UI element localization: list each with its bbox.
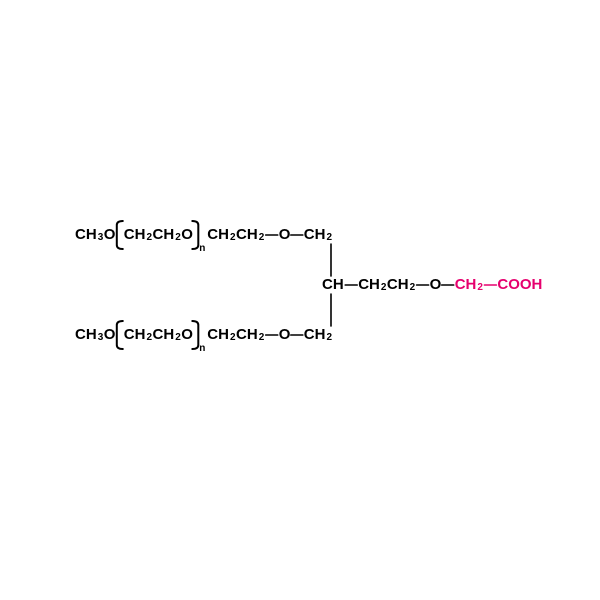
subscript: 2 <box>327 232 333 243</box>
fragment: CH <box>207 326 229 343</box>
repeat-subscript: n <box>199 243 205 254</box>
paren-open <box>117 221 123 249</box>
fragment: O <box>430 276 442 293</box>
subscript: 2 <box>259 332 265 343</box>
fragment: CH <box>387 276 409 293</box>
fragment: COOH <box>497 276 542 293</box>
fragment: CH <box>322 276 344 293</box>
subscript: 2 <box>477 282 483 293</box>
fragment: CH <box>124 226 146 243</box>
subscript: 2 <box>410 282 416 293</box>
fragment: O <box>104 226 116 243</box>
fragment: CH <box>455 276 477 293</box>
fragment: CH <box>207 226 229 243</box>
paren-open <box>117 321 123 349</box>
fragment: O <box>181 226 193 243</box>
fragment: O <box>104 326 116 343</box>
fragment: CH <box>236 326 258 343</box>
fragment: CH <box>153 326 175 343</box>
fragment: O <box>279 226 291 243</box>
subscript: 2 <box>259 232 265 243</box>
fragment: CH <box>124 326 146 343</box>
paren-close <box>192 321 198 349</box>
subscript: 2 <box>327 332 333 343</box>
fragment: CH <box>75 226 97 243</box>
paren-close <box>192 221 198 249</box>
fragment: CH <box>304 226 326 243</box>
fragment: CH <box>236 226 258 243</box>
chemical-structure-diagram: CH3OCH2CH2OnCH2CH2OCH2CH3OCH2CH2OnCH2CH2… <box>0 0 600 600</box>
fragment: O <box>181 326 193 343</box>
fragment: CH <box>358 276 380 293</box>
fragment: CH <box>153 226 175 243</box>
fragment: CH <box>75 326 97 343</box>
fragment: O <box>279 326 291 343</box>
fragment: CH <box>304 326 326 343</box>
repeat-subscript: n <box>199 343 205 354</box>
